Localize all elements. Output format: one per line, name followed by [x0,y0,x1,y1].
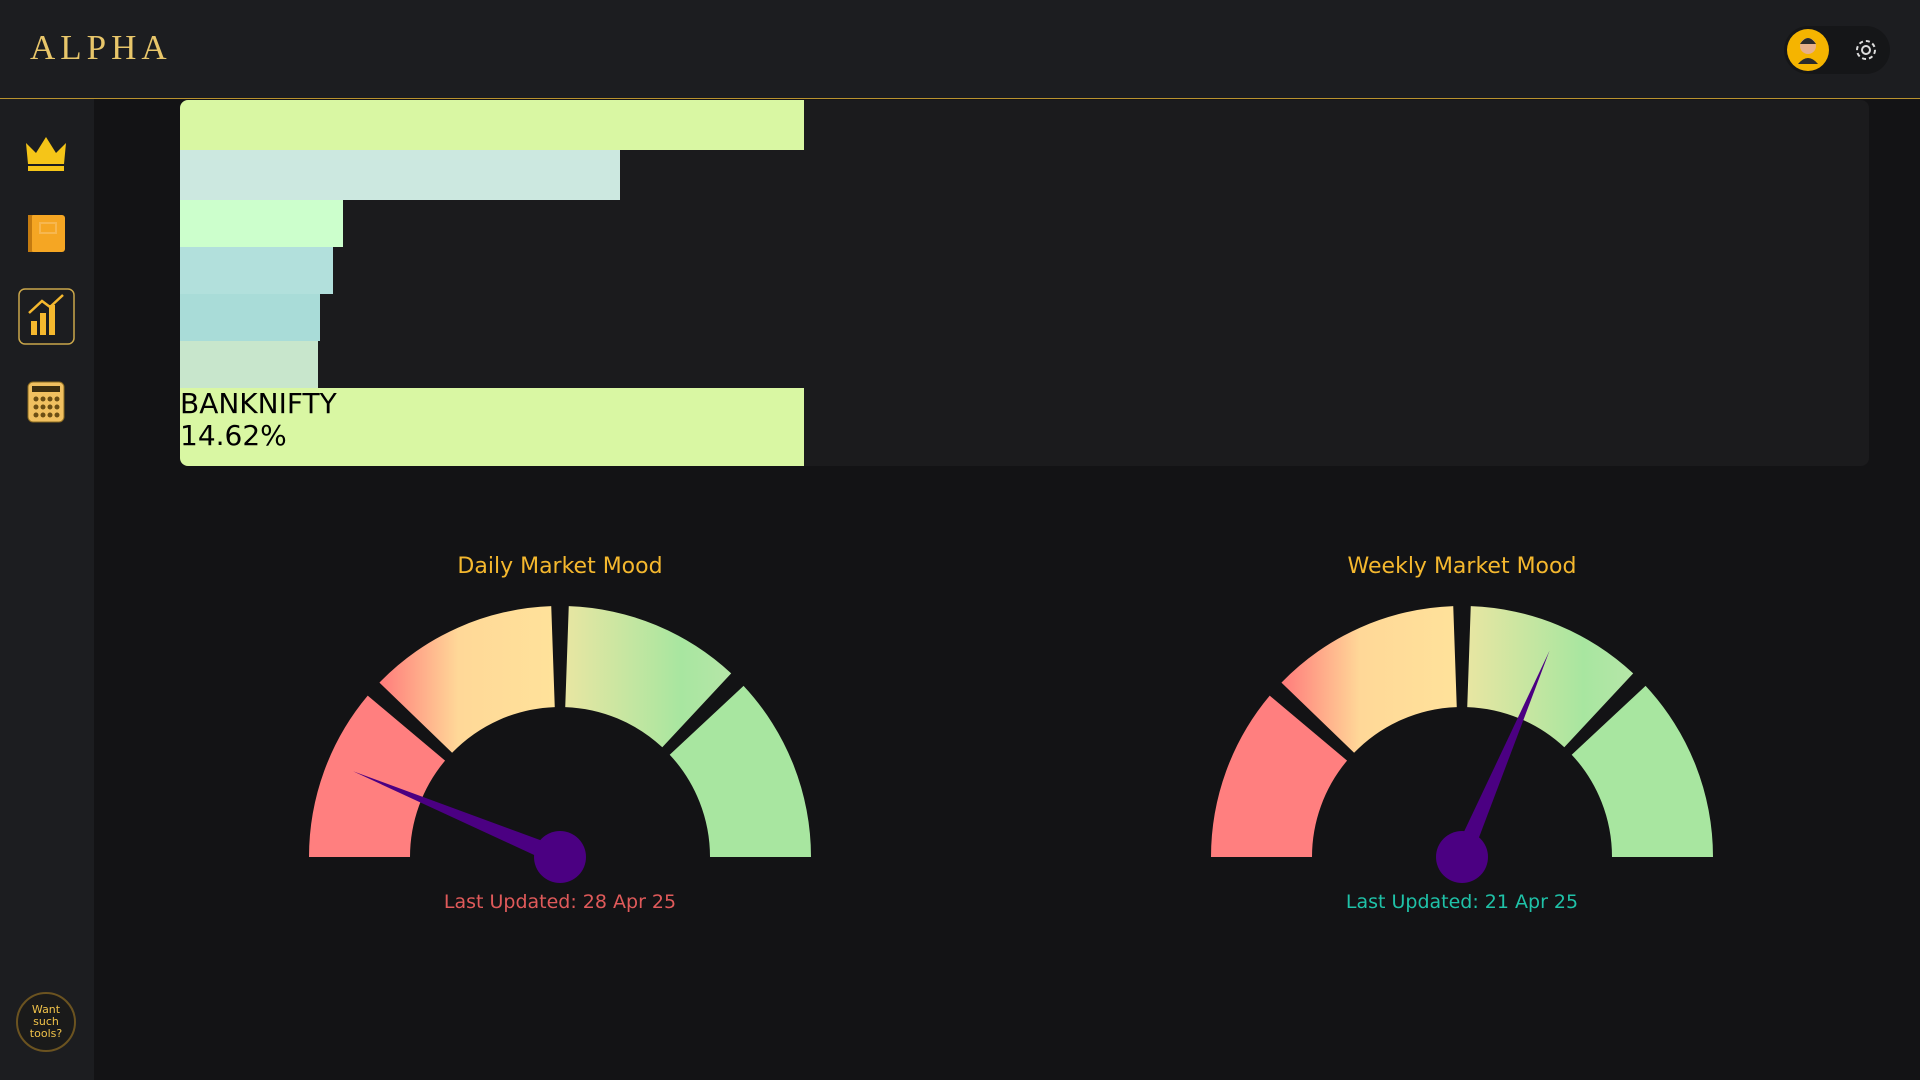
treemap: BANKNIFTY14.62%NIFTYFINSERVICE13.84%CNXI… [180,100,1869,466]
cta-button[interactable]: Want such tools? [16,992,76,1052]
nav-crown[interactable] [26,137,66,171]
nav-calculator[interactable] [27,381,65,423]
logo[interactable]: ALPHA [30,28,172,67]
gauge-segment [669,685,811,857]
tile [180,100,804,150]
settings-icon[interactable] [1856,40,1876,60]
gauge-title: Weekly Market Mood [1348,554,1577,579]
user-controls [1784,26,1890,74]
gauge-hub [534,831,586,883]
tile [180,247,333,294]
sidebar [0,99,94,1080]
tile [180,294,320,341]
gauge-segment [309,695,446,857]
gauge-needle [353,771,564,866]
gauge-needle [1453,650,1550,861]
tile-label: BANKNIFTY [180,387,337,420]
tile [180,200,343,247]
gauge-segment [1211,695,1348,857]
gauge-updated: Last Updated: 21 Apr 25 [1346,891,1578,913]
gauge-segment [1281,606,1457,753]
tile-change: 14.62% [180,419,287,453]
gauge-title: Daily Market Mood [457,554,662,579]
gauge-segment [379,606,555,753]
tile [180,341,318,388]
tile [180,150,620,200]
gauge-updated: Last Updated: 28 Apr 25 [444,891,676,913]
nav-analytics[interactable] [18,288,75,345]
gauge-hub [1436,831,1488,883]
nav-icons [18,137,75,423]
gauge-segment [1571,685,1713,857]
gauge-segment [565,606,732,748]
gauge-segment [1467,606,1634,748]
treemap-tile[interactable]: BANKNIFTY 14.62% [180,387,804,466]
nav-journal[interactable] [28,215,65,252]
header: ALPHA [0,0,1920,99]
user-icons [1787,29,1876,71]
